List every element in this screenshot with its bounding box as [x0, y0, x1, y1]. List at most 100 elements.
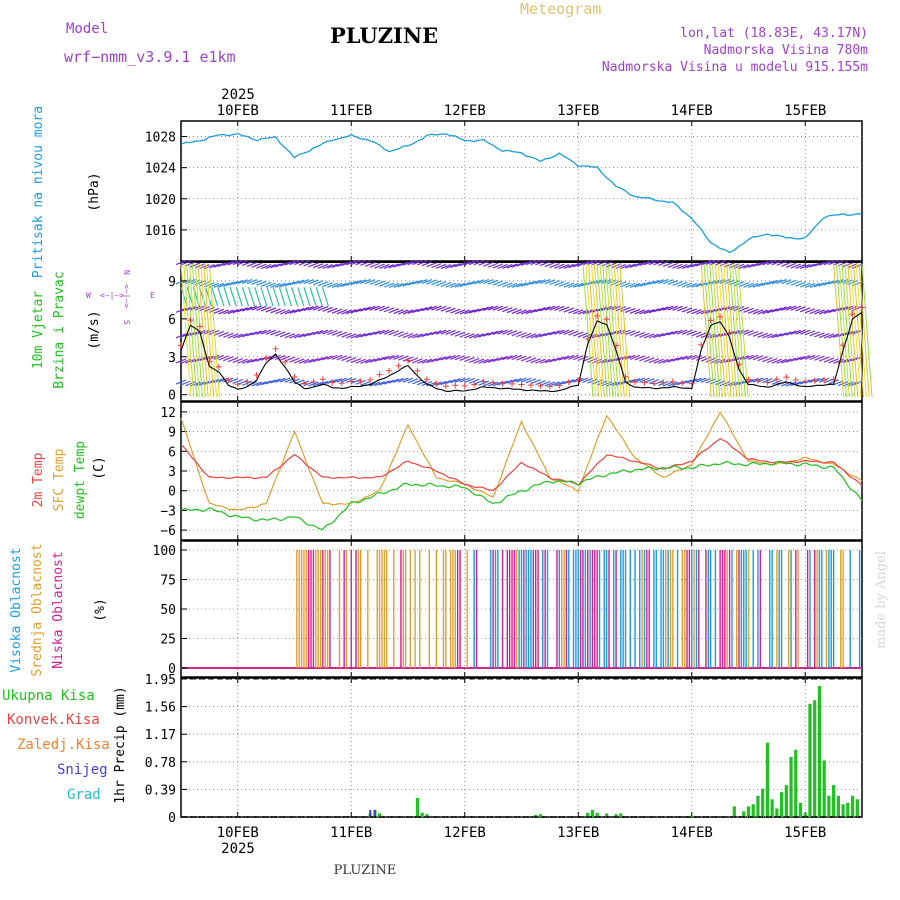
wind-barb	[591, 260, 603, 266]
y-tick-label: 1.17	[145, 728, 176, 743]
wind-hatch	[191, 263, 203, 398]
wind-barb	[232, 333, 243, 339]
2m-temp-line	[180, 438, 863, 492]
wind-barb	[677, 329, 688, 335]
wind-barb	[837, 331, 849, 338]
wind-barb	[341, 281, 352, 287]
wind-barb	[284, 309, 295, 315]
wind-barb	[312, 263, 324, 269]
wind-barb	[833, 358, 844, 364]
wind-barb	[431, 305, 442, 311]
wind-barb	[558, 355, 570, 361]
gust-marker	[178, 342, 184, 349]
product-title: Meteogram	[520, 0, 601, 18]
wind-barb	[672, 280, 683, 286]
wind-barb	[251, 305, 262, 311]
precip-bar	[538, 814, 543, 817]
wind-barb	[667, 305, 679, 311]
wind-barb	[459, 377, 470, 383]
wind-barb	[450, 354, 461, 360]
wind-barb	[733, 281, 745, 287]
wind-barb	[525, 260, 537, 266]
wind-barb	[473, 260, 485, 266]
precip-bar	[765, 742, 770, 817]
gust-marker	[433, 380, 440, 387]
wind-barb	[549, 262, 560, 269]
watermark: made by Angel	[874, 551, 889, 649]
wind-barb	[478, 278, 489, 285]
wind-barb	[291, 287, 299, 307]
wind-barb	[809, 262, 820, 268]
wind-barb	[506, 354, 518, 360]
wind-barb	[771, 260, 783, 266]
wind-barb	[223, 281, 234, 287]
wind-barb	[710, 279, 721, 285]
panel-frame-precip	[180, 677, 863, 818]
precip-label-hail: Grad	[67, 787, 101, 803]
wind-barb	[279, 355, 291, 361]
wind-barb	[478, 358, 489, 364]
gust-marker	[319, 376, 326, 383]
precip-bar	[794, 749, 798, 817]
wind-barb	[440, 329, 452, 335]
wind-hatch	[613, 263, 625, 398]
wind-barb	[393, 331, 404, 337]
day-label-top: 10FEB	[217, 103, 259, 119]
precip-y-ticks: 1.95 1.56 1.17 0.78 0.39 0	[145, 673, 862, 826]
wind-barb	[468, 333, 480, 339]
wind-barb	[237, 333, 248, 339]
gust-marker	[537, 382, 544, 389]
wind-barb	[544, 305, 556, 311]
wind-barb	[544, 262, 556, 268]
wind-barb	[360, 278, 371, 285]
wind-barb	[435, 305, 447, 311]
wind-barb	[217, 287, 225, 307]
wind-barb	[695, 377, 707, 383]
wind-barb	[350, 259, 362, 266]
wind-barb	[289, 378, 300, 384]
wind-barb	[511, 262, 522, 268]
wind-barb	[412, 308, 423, 314]
wind-barb	[256, 305, 267, 311]
wind-barb	[374, 329, 385, 335]
precip-bar	[756, 795, 760, 817]
wind-barb	[336, 377, 348, 383]
wind-barb	[544, 279, 556, 285]
wind-barb	[539, 306, 551, 312]
wind-hatch	[709, 263, 721, 398]
wind-barb	[511, 331, 522, 337]
gust-marker	[859, 304, 865, 311]
day-label-bottom: 11FEB	[330, 825, 372, 841]
year-bottom-label: 2025	[221, 841, 255, 857]
wind-barb	[223, 332, 234, 338]
wind-barb	[710, 358, 721, 364]
compass-s: S	[122, 320, 131, 325]
wind-barb	[705, 260, 716, 266]
wind-barb	[563, 282, 575, 288]
wind-barb	[402, 309, 414, 315]
wind-barb	[686, 282, 697, 289]
wind-hatch	[605, 263, 617, 398]
wind-barb	[317, 305, 329, 312]
gust-marker	[575, 377, 582, 384]
wind-barb	[658, 278, 669, 285]
precip-bar	[822, 760, 826, 817]
gust-marker	[565, 379, 572, 386]
wind-barb	[573, 355, 584, 361]
wind-barb	[828, 333, 839, 339]
wind-barb	[539, 380, 551, 387]
wind-barb	[294, 358, 305, 364]
gust-marker	[669, 378, 676, 385]
wind-barb	[185, 331, 196, 337]
wind-barb	[639, 260, 650, 266]
wind-barb	[705, 378, 716, 384]
wind-hatch	[726, 263, 738, 398]
gust-marker	[802, 378, 809, 385]
wind-barb	[213, 262, 225, 268]
wind-barb	[435, 263, 447, 269]
wind-barb	[336, 331, 348, 337]
grid-lines	[237, 121, 806, 817]
wind-barb	[516, 309, 527, 315]
y-tick-label: −3	[160, 504, 176, 519]
gust-marker	[215, 363, 222, 370]
